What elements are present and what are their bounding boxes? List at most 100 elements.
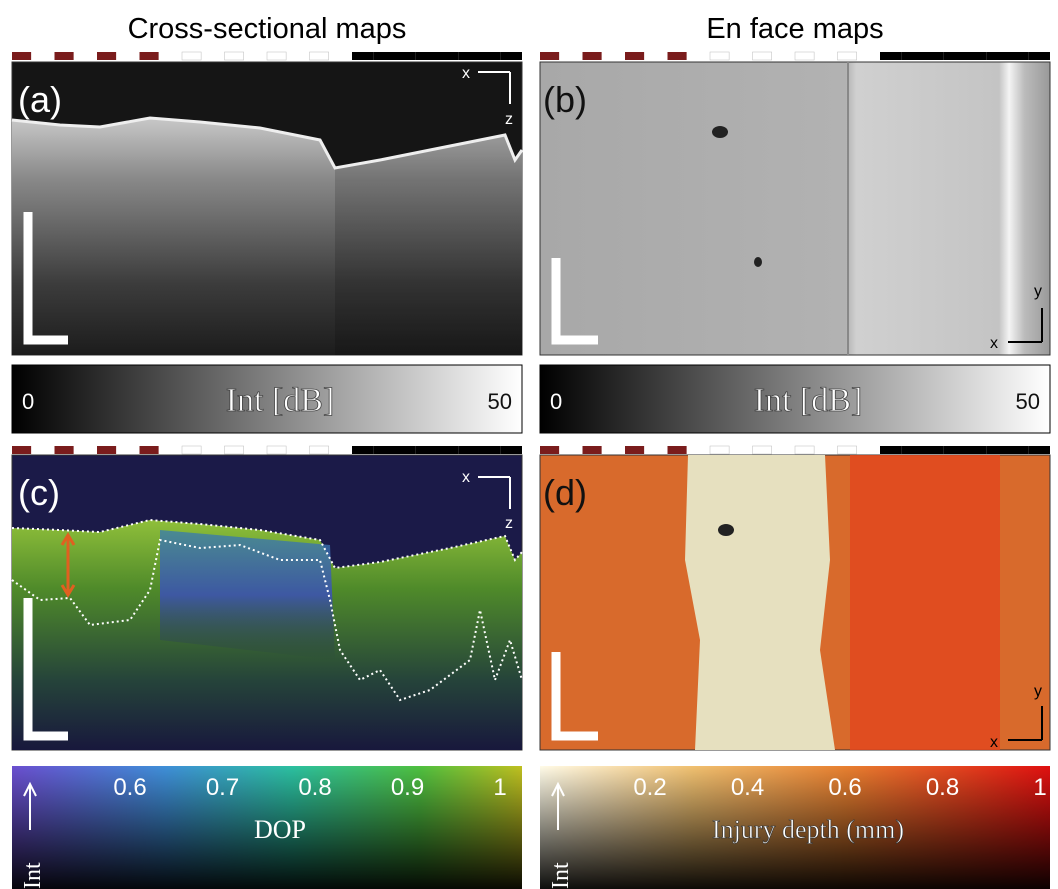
strip-segment: [668, 52, 687, 60]
axis-label: x: [990, 335, 998, 352]
colorbar-tick-label: 0.9: [391, 774, 424, 801]
tissue-shade: [335, 135, 522, 355]
strip-segment: [753, 52, 772, 60]
colorbar-title: Int [dB]: [754, 382, 863, 419]
strip-segment: [373, 52, 394, 60]
strip-segment: [416, 446, 437, 454]
colorbar-side-label: Int: [548, 862, 574, 889]
strip-segment: [352, 52, 373, 60]
strip-segment: [55, 52, 74, 60]
axis-label: y: [1034, 683, 1042, 700]
colorbar-tick-label: 0.4: [731, 774, 764, 801]
image-frame: [540, 62, 1050, 355]
colorbar-side-label: Int: [20, 862, 46, 889]
strip-segment: [625, 52, 644, 60]
spot: [718, 524, 734, 536]
axis-label: y: [1034, 283, 1042, 300]
strip-segment: [267, 446, 286, 454]
axis-label: z: [505, 111, 513, 128]
spot: [712, 126, 728, 138]
strip-segment: [838, 52, 857, 60]
strip-segment: [310, 446, 329, 454]
strip-segment: [923, 52, 944, 60]
strip-segment: [97, 52, 116, 60]
strip-segment: [986, 446, 1007, 454]
column-title: Cross-sectional maps: [128, 13, 407, 45]
strip-segment: [267, 52, 286, 60]
strip-segment: [395, 446, 416, 454]
strip-segment: [944, 446, 965, 454]
colorbar-tick-label: 0.6: [828, 774, 861, 801]
low-dop-region: [160, 530, 335, 660]
colorbar: Injury depth (mm) Int 0.2 0.4 0.6 0.8 1: [540, 766, 1050, 889]
panel-b: (b) x y: [540, 62, 1050, 355]
strip-segment: [395, 52, 416, 60]
strip-segment: [501, 446, 522, 454]
strip-segment: [540, 52, 559, 60]
strip-segment: [97, 446, 116, 454]
strip-segment: [55, 446, 74, 454]
figure: Cross-sectional maps En face maps (a) x …: [0, 0, 1058, 889]
spot: [754, 257, 762, 267]
strip-segment: [310, 52, 329, 60]
strip-segment: [373, 446, 394, 454]
colorbar-tick-label: 0.8: [926, 774, 959, 801]
column-title: En face maps: [706, 13, 883, 45]
axis-label: z: [505, 515, 513, 532]
axis-label: x: [990, 734, 998, 751]
panel-label: (d): [543, 472, 587, 513]
strip-segment: [795, 446, 814, 454]
strip-segment: [901, 52, 922, 60]
strip-segment: [583, 446, 602, 454]
strip-segment: [12, 446, 31, 454]
strip-segment: [225, 52, 244, 60]
strip-segment: [480, 52, 501, 60]
strip-segment: [880, 446, 901, 454]
strip-segment: [710, 52, 729, 60]
strip-segment: [986, 52, 1007, 60]
colorbar-tick-label: 1: [493, 774, 506, 801]
colorbar-title: Injury depth (mm): [712, 815, 904, 844]
strip-segment: [352, 446, 373, 454]
strip-segment: [923, 446, 944, 454]
strip-segment: [753, 446, 772, 454]
colorbar: 0 Int [dB] 50: [12, 365, 522, 433]
axis-label: x: [462, 469, 470, 486]
strip-segment: [458, 52, 479, 60]
strip-segment: [540, 446, 559, 454]
strip-segment: [225, 446, 244, 454]
strip-segment: [458, 446, 479, 454]
strip-segment: [944, 52, 965, 60]
strip-segment: [437, 446, 458, 454]
colorbar-tick-label: 0.2: [633, 774, 666, 801]
strip-segment: [583, 52, 602, 60]
colorbar-min: 0: [550, 389, 562, 414]
strip-segment: [182, 446, 201, 454]
strip-segment: [880, 52, 901, 60]
colorbar-tick-label: 0.7: [206, 774, 239, 801]
strip-segment: [1008, 446, 1029, 454]
panel-d: (d) x y: [540, 455, 1050, 751]
panel-c: (c) x z: [12, 455, 522, 750]
colorbar-tick-label: 0.8: [298, 774, 331, 801]
strip-segment: [1029, 52, 1050, 60]
strip-segment: [901, 446, 922, 454]
colorbar-tick-label: 0.6: [113, 774, 146, 801]
strip-segment: [965, 52, 986, 60]
colorbar-tick-label: 1: [1033, 774, 1046, 801]
page: Cross-sectional maps En face maps (a) x …: [0, 0, 1058, 889]
strip-segment: [710, 446, 729, 454]
panel-a: (a) x z: [12, 62, 522, 355]
strip-segment: [1029, 446, 1050, 454]
strip-segment: [795, 52, 814, 60]
strip-segment: [12, 52, 31, 60]
strip-segment: [140, 52, 159, 60]
strip-segment: [625, 446, 644, 454]
uninjured-band: [685, 455, 835, 750]
deep-injury-region: [850, 455, 1000, 750]
panel-label: (a): [18, 79, 62, 120]
strip-segment: [668, 446, 687, 454]
axis-label: x: [462, 65, 470, 82]
strip-segment: [480, 446, 501, 454]
